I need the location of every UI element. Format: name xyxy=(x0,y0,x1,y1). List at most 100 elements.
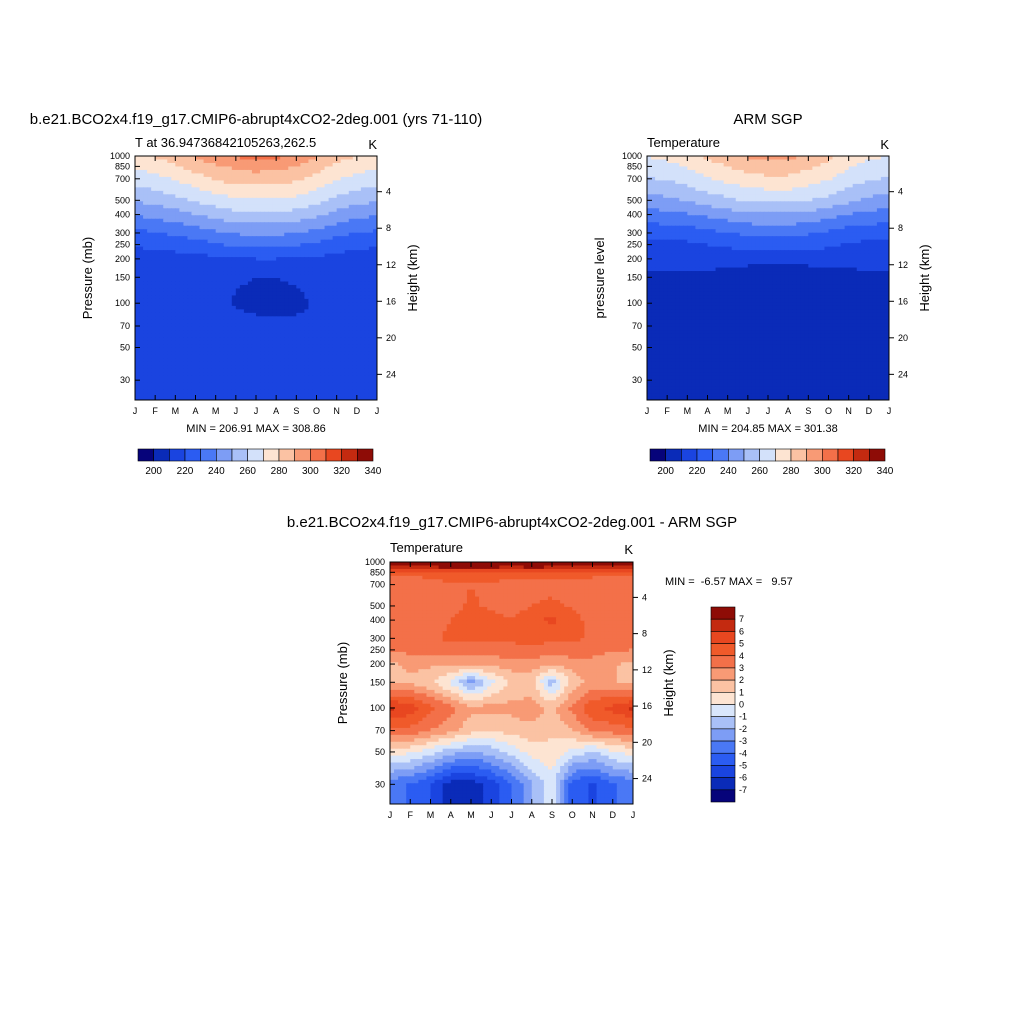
contour-cell xyxy=(312,169,318,175)
contour-cell xyxy=(856,162,862,168)
contour-cell xyxy=(328,253,334,258)
contour-cell xyxy=(304,229,310,234)
contour-cell xyxy=(324,337,330,342)
contour-cell xyxy=(147,323,152,328)
contour-cell xyxy=(215,375,221,380)
contour-cell xyxy=(159,208,164,213)
contour-cell xyxy=(167,312,172,317)
contour-cell xyxy=(360,187,366,192)
contour-cell xyxy=(344,257,350,262)
contour-cell xyxy=(243,386,249,391)
contour-cell xyxy=(264,333,269,338)
contour-cell xyxy=(344,250,350,255)
contour-cell xyxy=(348,260,354,265)
contour-cell xyxy=(304,365,310,370)
contour-cell xyxy=(328,243,334,248)
contour-cell xyxy=(187,330,193,335)
contour-cell xyxy=(235,229,241,234)
contour-cell xyxy=(264,201,269,206)
contour-cell xyxy=(175,319,180,324)
contour-cell xyxy=(219,271,225,276)
contour-cell xyxy=(772,176,777,181)
contour-cell xyxy=(300,239,305,244)
contour-cell xyxy=(332,215,338,220)
contour-cell xyxy=(143,295,148,300)
contour-cell xyxy=(356,250,362,255)
contour-cell xyxy=(288,347,293,352)
contour-cell xyxy=(163,225,168,230)
contour-cell xyxy=(243,354,249,359)
contour-cell xyxy=(163,389,168,394)
contour-cell xyxy=(324,264,330,269)
contour-cell xyxy=(743,162,749,168)
contour-cell xyxy=(332,180,338,185)
contour-cell xyxy=(243,166,249,171)
contour-cell xyxy=(235,316,241,321)
contour-cell xyxy=(227,372,233,377)
contour-cell xyxy=(683,159,688,164)
contour-cell xyxy=(368,379,374,384)
contour-cell xyxy=(239,396,245,400)
contour-cell xyxy=(247,309,253,314)
contour-cell xyxy=(352,166,358,171)
contour-cell xyxy=(320,386,326,391)
contour-cell xyxy=(207,274,213,279)
contour-cell xyxy=(260,187,265,192)
contour-cell xyxy=(163,365,168,370)
contour-cell xyxy=(251,166,257,171)
contour-cell xyxy=(211,232,217,237)
contour-cell xyxy=(320,180,326,185)
contour-cell xyxy=(695,173,701,178)
contour-cell xyxy=(800,187,805,192)
contour-cell xyxy=(239,326,245,331)
contour-cell xyxy=(139,271,144,276)
contour-cell xyxy=(143,271,148,276)
contour-cell xyxy=(360,344,366,349)
contour-cell xyxy=(328,260,334,265)
contour-cell xyxy=(304,326,310,331)
contour-cell xyxy=(348,180,354,185)
contour-cell xyxy=(763,173,769,178)
contour-cell xyxy=(251,211,257,216)
contour-cell xyxy=(324,176,330,181)
contour-cell xyxy=(320,222,326,227)
contour-cell xyxy=(828,162,834,168)
contour-cell xyxy=(852,176,858,181)
contour-cell xyxy=(288,284,293,290)
contour-cell xyxy=(256,176,261,181)
contour-cell xyxy=(364,288,370,293)
contour-cell xyxy=(348,229,354,234)
contour-cell xyxy=(272,225,277,230)
contour-cell xyxy=(360,305,366,310)
contour-cell xyxy=(247,358,253,363)
contour-cell xyxy=(344,187,350,192)
contour-cell xyxy=(800,169,805,175)
contour-cell xyxy=(243,201,249,206)
contour-cell xyxy=(659,159,664,164)
contour-cell xyxy=(296,211,301,216)
contour-cell xyxy=(183,246,189,251)
contour-cell xyxy=(360,225,366,230)
contour-cell xyxy=(340,288,346,293)
contour-cell xyxy=(139,257,144,262)
contour-cell xyxy=(235,239,241,244)
contour-cell xyxy=(276,215,281,220)
contour-cell xyxy=(223,330,229,335)
contour-cell xyxy=(163,173,168,178)
contour-cell xyxy=(139,236,144,241)
contour-cell xyxy=(163,215,168,220)
contour-cell xyxy=(324,396,330,400)
contour-cell xyxy=(312,278,318,283)
contour-cell xyxy=(352,204,358,209)
contour-cell xyxy=(207,340,213,345)
contour-cell xyxy=(211,393,217,398)
contour-cell xyxy=(332,319,338,324)
contour-cell xyxy=(135,288,140,293)
contour-cell xyxy=(344,260,350,265)
contour-cell xyxy=(179,288,184,293)
contour-cell xyxy=(296,173,301,178)
contour-cell xyxy=(143,211,148,216)
contour-cell xyxy=(372,236,377,241)
contour-cell xyxy=(687,169,692,175)
contour-cell xyxy=(203,291,209,297)
